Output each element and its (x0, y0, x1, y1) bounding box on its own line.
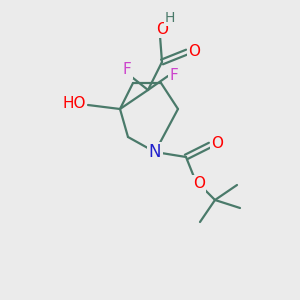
Text: F: F (169, 68, 178, 82)
Text: H: H (165, 11, 175, 25)
Text: F: F (123, 62, 131, 77)
Text: O: O (211, 136, 223, 152)
Text: O: O (188, 44, 200, 59)
Text: N: N (149, 143, 161, 161)
Text: O: O (156, 22, 168, 37)
Text: HO: HO (62, 97, 86, 112)
Text: O: O (193, 176, 205, 191)
